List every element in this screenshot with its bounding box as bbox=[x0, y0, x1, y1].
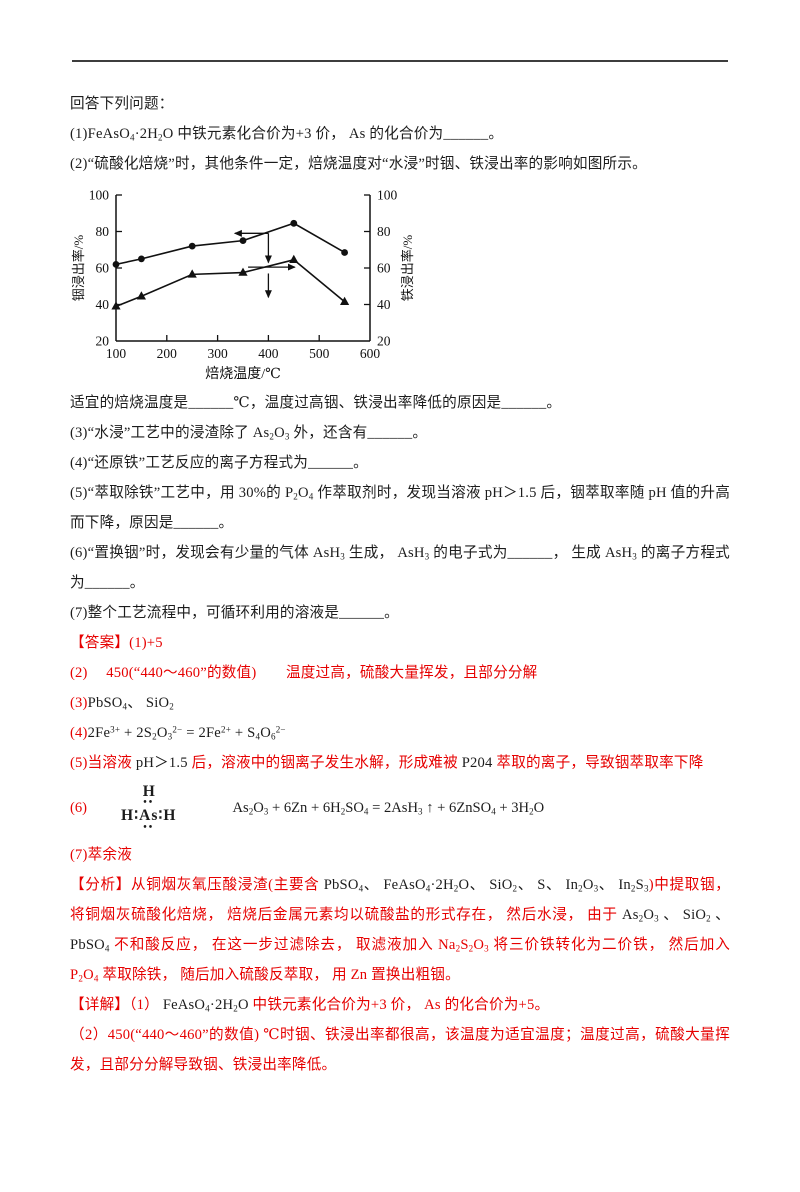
svg-text:60: 60 bbox=[96, 261, 110, 276]
answer-6-equation: As2O3 + 6Zn + 6H2SO4 = 2AsH3 ↑ + 6ZnSO4 … bbox=[232, 799, 545, 816]
lewis-bond-pair-dots: •• bbox=[143, 797, 155, 808]
answer-5-line: (5)当溶液 pH＞1.5 后，溶液中的铟离子发生水解，形成难被 P204 萃取… bbox=[70, 755, 704, 771]
svg-text:20: 20 bbox=[96, 334, 110, 349]
answer-7-line: (7)萃余液 bbox=[70, 847, 132, 863]
svg-text:200: 200 bbox=[157, 346, 178, 361]
svg-text:40: 40 bbox=[377, 297, 391, 312]
svg-text:100: 100 bbox=[377, 188, 398, 203]
svg-text:100: 100 bbox=[89, 188, 110, 203]
lewis-lone-pair-dots: •• bbox=[143, 822, 155, 833]
svg-text:60: 60 bbox=[377, 261, 391, 276]
question-1: (1)FeAsO4·2H2O 中铁元素化合价为+3 价， As 的化合价为___… bbox=[70, 126, 504, 143]
ash3-lewis-structure: H •• H∶As∶H •• bbox=[121, 783, 177, 833]
svg-text:焙烧温度/℃: 焙烧温度/℃ bbox=[205, 366, 281, 382]
svg-text:40: 40 bbox=[96, 297, 110, 312]
answer-6-label: (6) bbox=[70, 799, 88, 816]
answer-3-line: (3)PbSO4、 SiO2 bbox=[70, 695, 174, 712]
question-4: (4)“还原铁”工艺反应的离子方程式为______。 bbox=[70, 455, 368, 471]
svg-text:500: 500 bbox=[309, 346, 330, 361]
svg-text:100: 100 bbox=[106, 346, 127, 361]
question-3: (3)“水浸”工艺中的浸渣除了 As2O3 外，还含有______。 bbox=[70, 425, 428, 442]
svg-text:铟浸出率/%: 铟浸出率/% bbox=[71, 235, 86, 302]
lewis-middle-row: H∶As∶H bbox=[121, 807, 177, 824]
lewis-top-hydrogen: H bbox=[142, 783, 155, 800]
svg-text:600: 600 bbox=[360, 346, 381, 361]
answer-1-line: 【答案】(1)+5 bbox=[70, 635, 163, 651]
svg-text:400: 400 bbox=[258, 346, 279, 361]
exam-document-page: 回答下列问题： (1)FeAsO4·2H2O 中铁元素化合价为+3 价， As … bbox=[0, 60, 800, 1080]
answer-4-line: (4)2Fe3+ + 2S2O32− = 2Fe2+ + S4O62− bbox=[70, 724, 286, 742]
svg-text:20: 20 bbox=[377, 334, 391, 349]
svg-text:80: 80 bbox=[377, 224, 391, 239]
svg-text:80: 80 bbox=[96, 224, 110, 239]
analysis-paragraph: 【分析】从铜烟灰氧压酸浸渣(主要含 PbSO4、 FeAsO4·2H2O、 Si… bbox=[70, 877, 731, 984]
answer-6-row: (6) H •• H∶As∶H •• As2O3 + 6Zn + 6H2SO4 … bbox=[70, 783, 730, 833]
answer-2-line: (2) 450(“440～460”的数值) 温度过高，硫酸大量挥发，且部分分解 bbox=[70, 665, 538, 681]
leach-rate-figure: 20 20 40 40 60 60 80 80 100 100 100 200 300 400 500 600… bbox=[70, 183, 730, 388]
svg-text:300: 300 bbox=[207, 346, 228, 361]
header-rule bbox=[72, 60, 728, 62]
question-5: (5)“萃取除铁”工艺中，用 30%的 P2O4 作萃取剂时，发现当溶液 pH＞… bbox=[70, 485, 730, 531]
question-2-followup: 适宜的焙烧温度是______℃，温度过高铟、铁浸出率降低的原因是______。 bbox=[70, 395, 562, 411]
intro-line: 回答下列问题： bbox=[70, 96, 174, 112]
svg-text:铁浸出率/%: 铁浸出率/% bbox=[400, 235, 415, 302]
detail-paragraph-1: 【详解】（1） FeAsO4·2H2O 中铁元素化合价为+3 价， As 的化合… bbox=[70, 997, 550, 1014]
detail-paragraph-2: （2）450(“440～460”的数值) ℃时铟、铁浸出率都很高，该温度为适宜温… bbox=[70, 1027, 730, 1073]
leach-rate-chart-svg: 20 20 40 40 60 60 80 80 100 100 100 200 300 400 500 600… bbox=[71, 188, 415, 383]
question-7: (7)整个工艺流程中，可循环利用的溶液是______。 bbox=[70, 605, 399, 621]
question-6: (6)“置换铟”时，发现会有少量的气体 AsH3 生成， AsH3 的电子式为_… bbox=[70, 545, 730, 591]
question-2: (2)“硫酸化焙烧”时，其他条件一定，焙烧温度对“水浸”时铟、铁浸出率的影响如图… bbox=[70, 156, 647, 172]
